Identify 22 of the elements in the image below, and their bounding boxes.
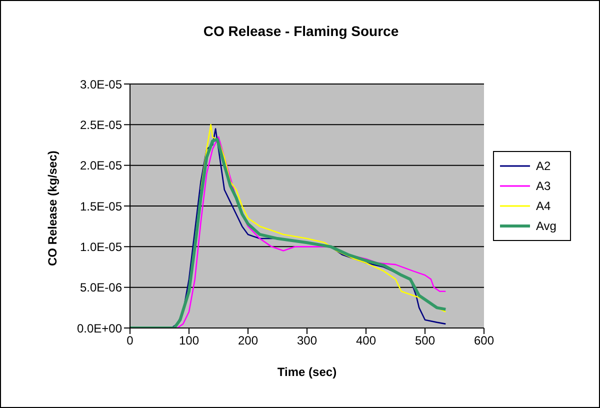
y-tick-label: 5.0E-06 (80, 280, 122, 295)
x-tick-label: 600 (474, 334, 494, 348)
legend-label: A3 (536, 179, 551, 193)
x-tick-label: 100 (178, 334, 200, 348)
legend-label: A4 (536, 199, 551, 213)
legend-label: A2 (536, 159, 551, 173)
line-series (200, 124, 446, 312)
x-tick-label: 200 (238, 334, 258, 348)
x-tick-label: 500 (414, 334, 436, 348)
y-tick-label: 3.0E-05 (80, 77, 122, 92)
y-tick-label: 0.0E+00 (76, 321, 122, 336)
y-tick-label: 2.5E-05 (80, 118, 122, 132)
x-tick-label: 400 (356, 334, 376, 348)
y-tick-label: 2.0E-05 (80, 158, 122, 173)
y-tick-label: 1.5E-05 (80, 199, 122, 214)
x-axis-title: Time (sec) (277, 365, 337, 379)
chart-title: CO Release - Flaming Source (202, 23, 400, 39)
y-tick-label: 1.0E-05 (80, 240, 122, 254)
y-axis-title: CO Release (kg/sec) (45, 150, 60, 266)
legend-label: Avg (536, 219, 556, 233)
x-tick-label: 0 (126, 334, 134, 348)
x-tick-label: 300 (296, 334, 318, 348)
